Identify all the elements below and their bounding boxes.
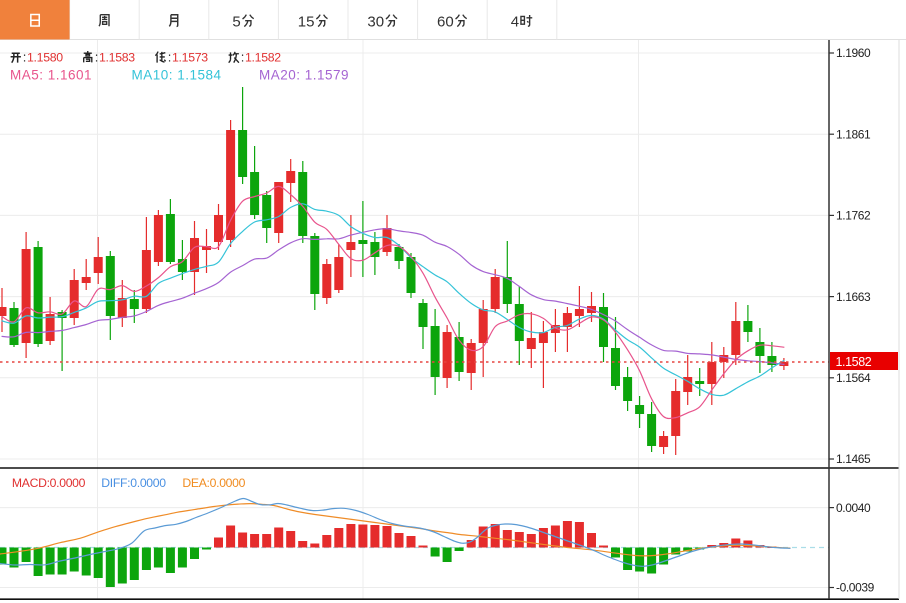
svg-text:0.0040: 0.0040 [836,501,871,515]
svg-text:1.1580: 1.1580 [27,51,63,65]
svg-text:1.1583: 1.1583 [99,51,135,65]
svg-text:30: 30 [367,14,384,31]
svg-text::: : [241,50,245,65]
svg-text:1.1582: 1.1582 [836,355,872,369]
svg-text:-0.0039: -0.0039 [836,581,875,595]
svg-text:4: 4 [511,14,519,31]
svg-text:5: 5 [232,14,240,31]
svg-text::: : [23,50,27,65]
svg-text:DIFF:0.0000: DIFF:0.0000 [101,476,166,490]
svg-text:1.1762: 1.1762 [836,209,871,223]
svg-text:MA20: 1.1579: MA20: 1.1579 [259,68,349,83]
svg-text:1.1465: 1.1465 [836,452,871,466]
svg-text:1.1960: 1.1960 [836,46,871,60]
svg-text:1.1573: 1.1573 [172,51,208,65]
svg-text:1.1564: 1.1564 [836,371,871,385]
svg-text:MA10: 1.1584: MA10: 1.1584 [132,68,222,83]
svg-text:MACD:0.0000: MACD:0.0000 [12,476,86,490]
svg-text:1.1663: 1.1663 [836,290,871,304]
svg-text:MA5: 1.1601: MA5: 1.1601 [10,68,92,83]
svg-text:1.1582: 1.1582 [245,51,281,65]
svg-text:1.1861: 1.1861 [836,127,871,141]
svg-text::: : [168,50,172,65]
svg-text:60: 60 [437,14,454,31]
svg-text:DEA:0.0000: DEA:0.0000 [182,476,245,490]
svg-text:15: 15 [298,14,315,31]
svg-text::: : [95,50,99,65]
